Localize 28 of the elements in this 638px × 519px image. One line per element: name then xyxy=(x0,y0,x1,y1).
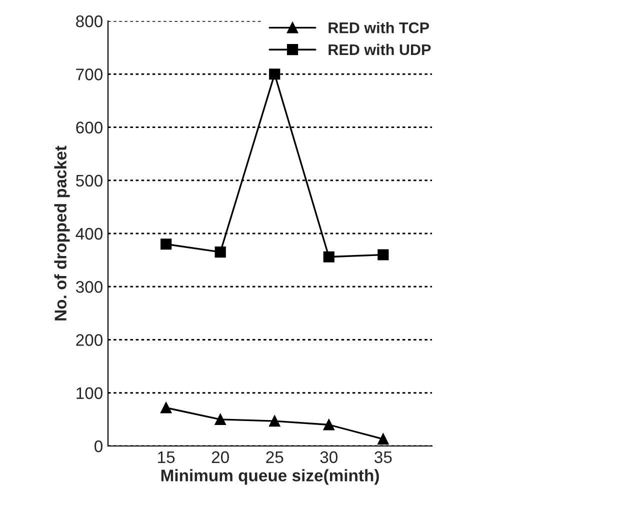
y-axis-title: No. of dropped packet xyxy=(54,146,70,320)
x-tick-label: 15 xyxy=(158,451,175,464)
y-tick-label: 800 xyxy=(76,15,102,28)
point xyxy=(214,414,226,425)
point xyxy=(160,402,172,414)
x-tick-label: 25 xyxy=(266,451,284,464)
x-tick-label: 35 xyxy=(374,451,392,464)
y-tick-label: 400 xyxy=(76,228,102,240)
x-tick-label: 30 xyxy=(320,451,338,464)
y-tick-label: 700 xyxy=(76,68,102,80)
y-tick-label: 600 xyxy=(76,122,102,134)
y-tick-label: 0 xyxy=(94,440,102,452)
point xyxy=(323,419,334,430)
point xyxy=(269,68,280,80)
point xyxy=(378,249,389,260)
point xyxy=(269,415,280,427)
legend-label: RED with UDP xyxy=(328,44,431,56)
point xyxy=(323,251,334,262)
x-tick-label: 20 xyxy=(212,451,229,464)
legend-label: RED with TCP xyxy=(328,22,429,34)
point xyxy=(160,238,172,250)
x-axis-title: Minimum queue size(minth) xyxy=(161,469,379,485)
y-tick-label: 100 xyxy=(76,387,102,400)
y-tick-label: 200 xyxy=(76,334,102,346)
y-tick-label: 300 xyxy=(76,281,102,293)
point xyxy=(378,434,389,445)
point xyxy=(214,246,226,258)
y-tick-label: 500 xyxy=(76,174,102,187)
